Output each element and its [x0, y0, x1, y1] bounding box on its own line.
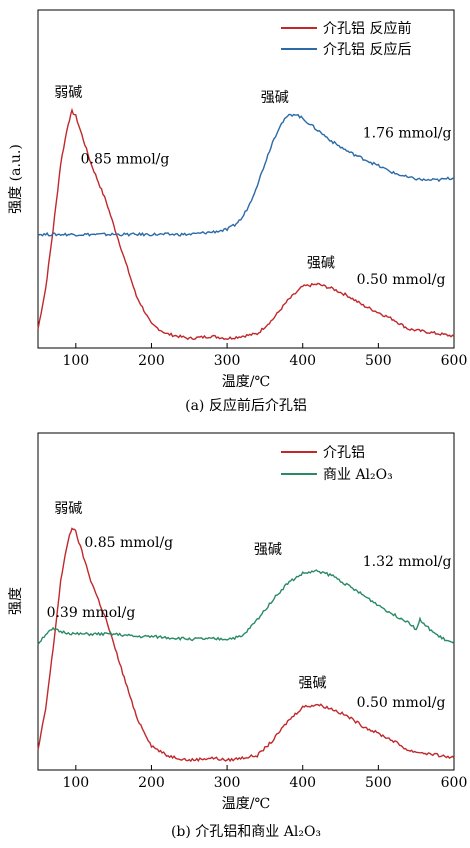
annotation-b-5: 强碱 [254, 542, 282, 558]
plot-frame-b [37, 432, 455, 771]
annotation-a-2: 强碱 [307, 256, 335, 272]
annotation-a-1: 0.85 mmol/g [81, 151, 170, 167]
annotation-b-3: 强碱 [299, 676, 327, 692]
x-axis-title-a: 温度/℃ [222, 374, 270, 390]
series-lines-b [37, 527, 455, 763]
annotation-b-4: 0.50 mmol/g [357, 695, 446, 711]
annotations-b: 弱碱 0.85 mmol/g 0.39 mmol/g 强碱 0.50 mmol/g 强碱 1… [47, 501, 452, 711]
xtick-label-b-400: 400 [289, 775, 316, 791]
xtick-label-b-200: 200 [138, 775, 165, 791]
caption-a: (a) 反应前后介孔铝 [185, 397, 307, 414]
xtick-label-b-100: 100 [62, 775, 89, 791]
xtick-label-b-500: 500 [365, 775, 392, 791]
annotation-a-3: 0.50 mmol/g [357, 272, 446, 288]
legend-b: 介孔铝 商业 Al₂O₃ [281, 445, 393, 483]
caption-b: (b) 介孔铝和商业 Al₂O₃ [171, 824, 321, 840]
xtick-label-a-400: 400 [289, 353, 316, 369]
series-line-a-1 [37, 113, 455, 237]
chart-b: 100 200 300 400 500 600 弱碱 0.85 mmol/g 0.39 mmo… [8, 432, 467, 840]
xtick-label-a-500: 500 [365, 353, 392, 369]
series-lines-a [37, 107, 455, 341]
series-line-a-0 [37, 107, 455, 341]
xtick-label-a-100: 100 [62, 353, 89, 369]
x-axis-title-b: 温度/℃ [222, 796, 270, 812]
xticks-a: 100 200 300 400 500 600 [62, 343, 467, 369]
annotation-a-4: 强碱 [261, 90, 289, 106]
xticks-b: 100 200 300 400 500 600 [62, 765, 467, 791]
annotation-a-5: 1.76 mmol/g [363, 125, 452, 141]
annotation-a-0: 弱碱 [54, 85, 82, 101]
legend-a: 介孔铝 反应前 介孔铝 反应后 [281, 20, 411, 58]
y-axis-title-b: 强度 [8, 587, 24, 615]
annotations-a: 弱碱 0.85 mmol/g 强碱 0.50 mmol/g 强碱 1.76 mmol/g [54, 85, 451, 288]
xtick-label-b-300: 300 [214, 775, 241, 791]
chart-a: 100 200 300 400 500 600 弱碱 0.85 mmol/g 强碱 0.50 m… [8, 9, 467, 414]
xtick-label-a-300: 300 [214, 353, 241, 369]
xtick-label-b-600: 600 [441, 775, 468, 791]
legend-label-b-1: 商业 Al₂O₃ [323, 467, 393, 483]
annotation-b-2: 0.39 mmol/g [47, 605, 136, 621]
xtick-label-a-200: 200 [138, 353, 165, 369]
annotation-b-6: 1.32 mmol/g [363, 554, 452, 570]
xtick-label-a-600: 600 [441, 353, 468, 369]
series-line-b-0 [37, 527, 455, 763]
legend-label-b-0: 介孔铝 [323, 445, 365, 461]
annotation-b-0: 弱碱 [54, 501, 82, 517]
legend-label-a-1: 介孔铝 反应后 [323, 41, 411, 58]
series-line-b-1 [37, 569, 455, 645]
legend-label-a-0: 介孔铝 反应前 [323, 20, 411, 37]
plot-frame-a [37, 9, 455, 349]
y-axis-title-a: 强度 (a.u.) [8, 144, 24, 214]
annotation-b-1: 0.85 mmol/g [84, 535, 173, 551]
